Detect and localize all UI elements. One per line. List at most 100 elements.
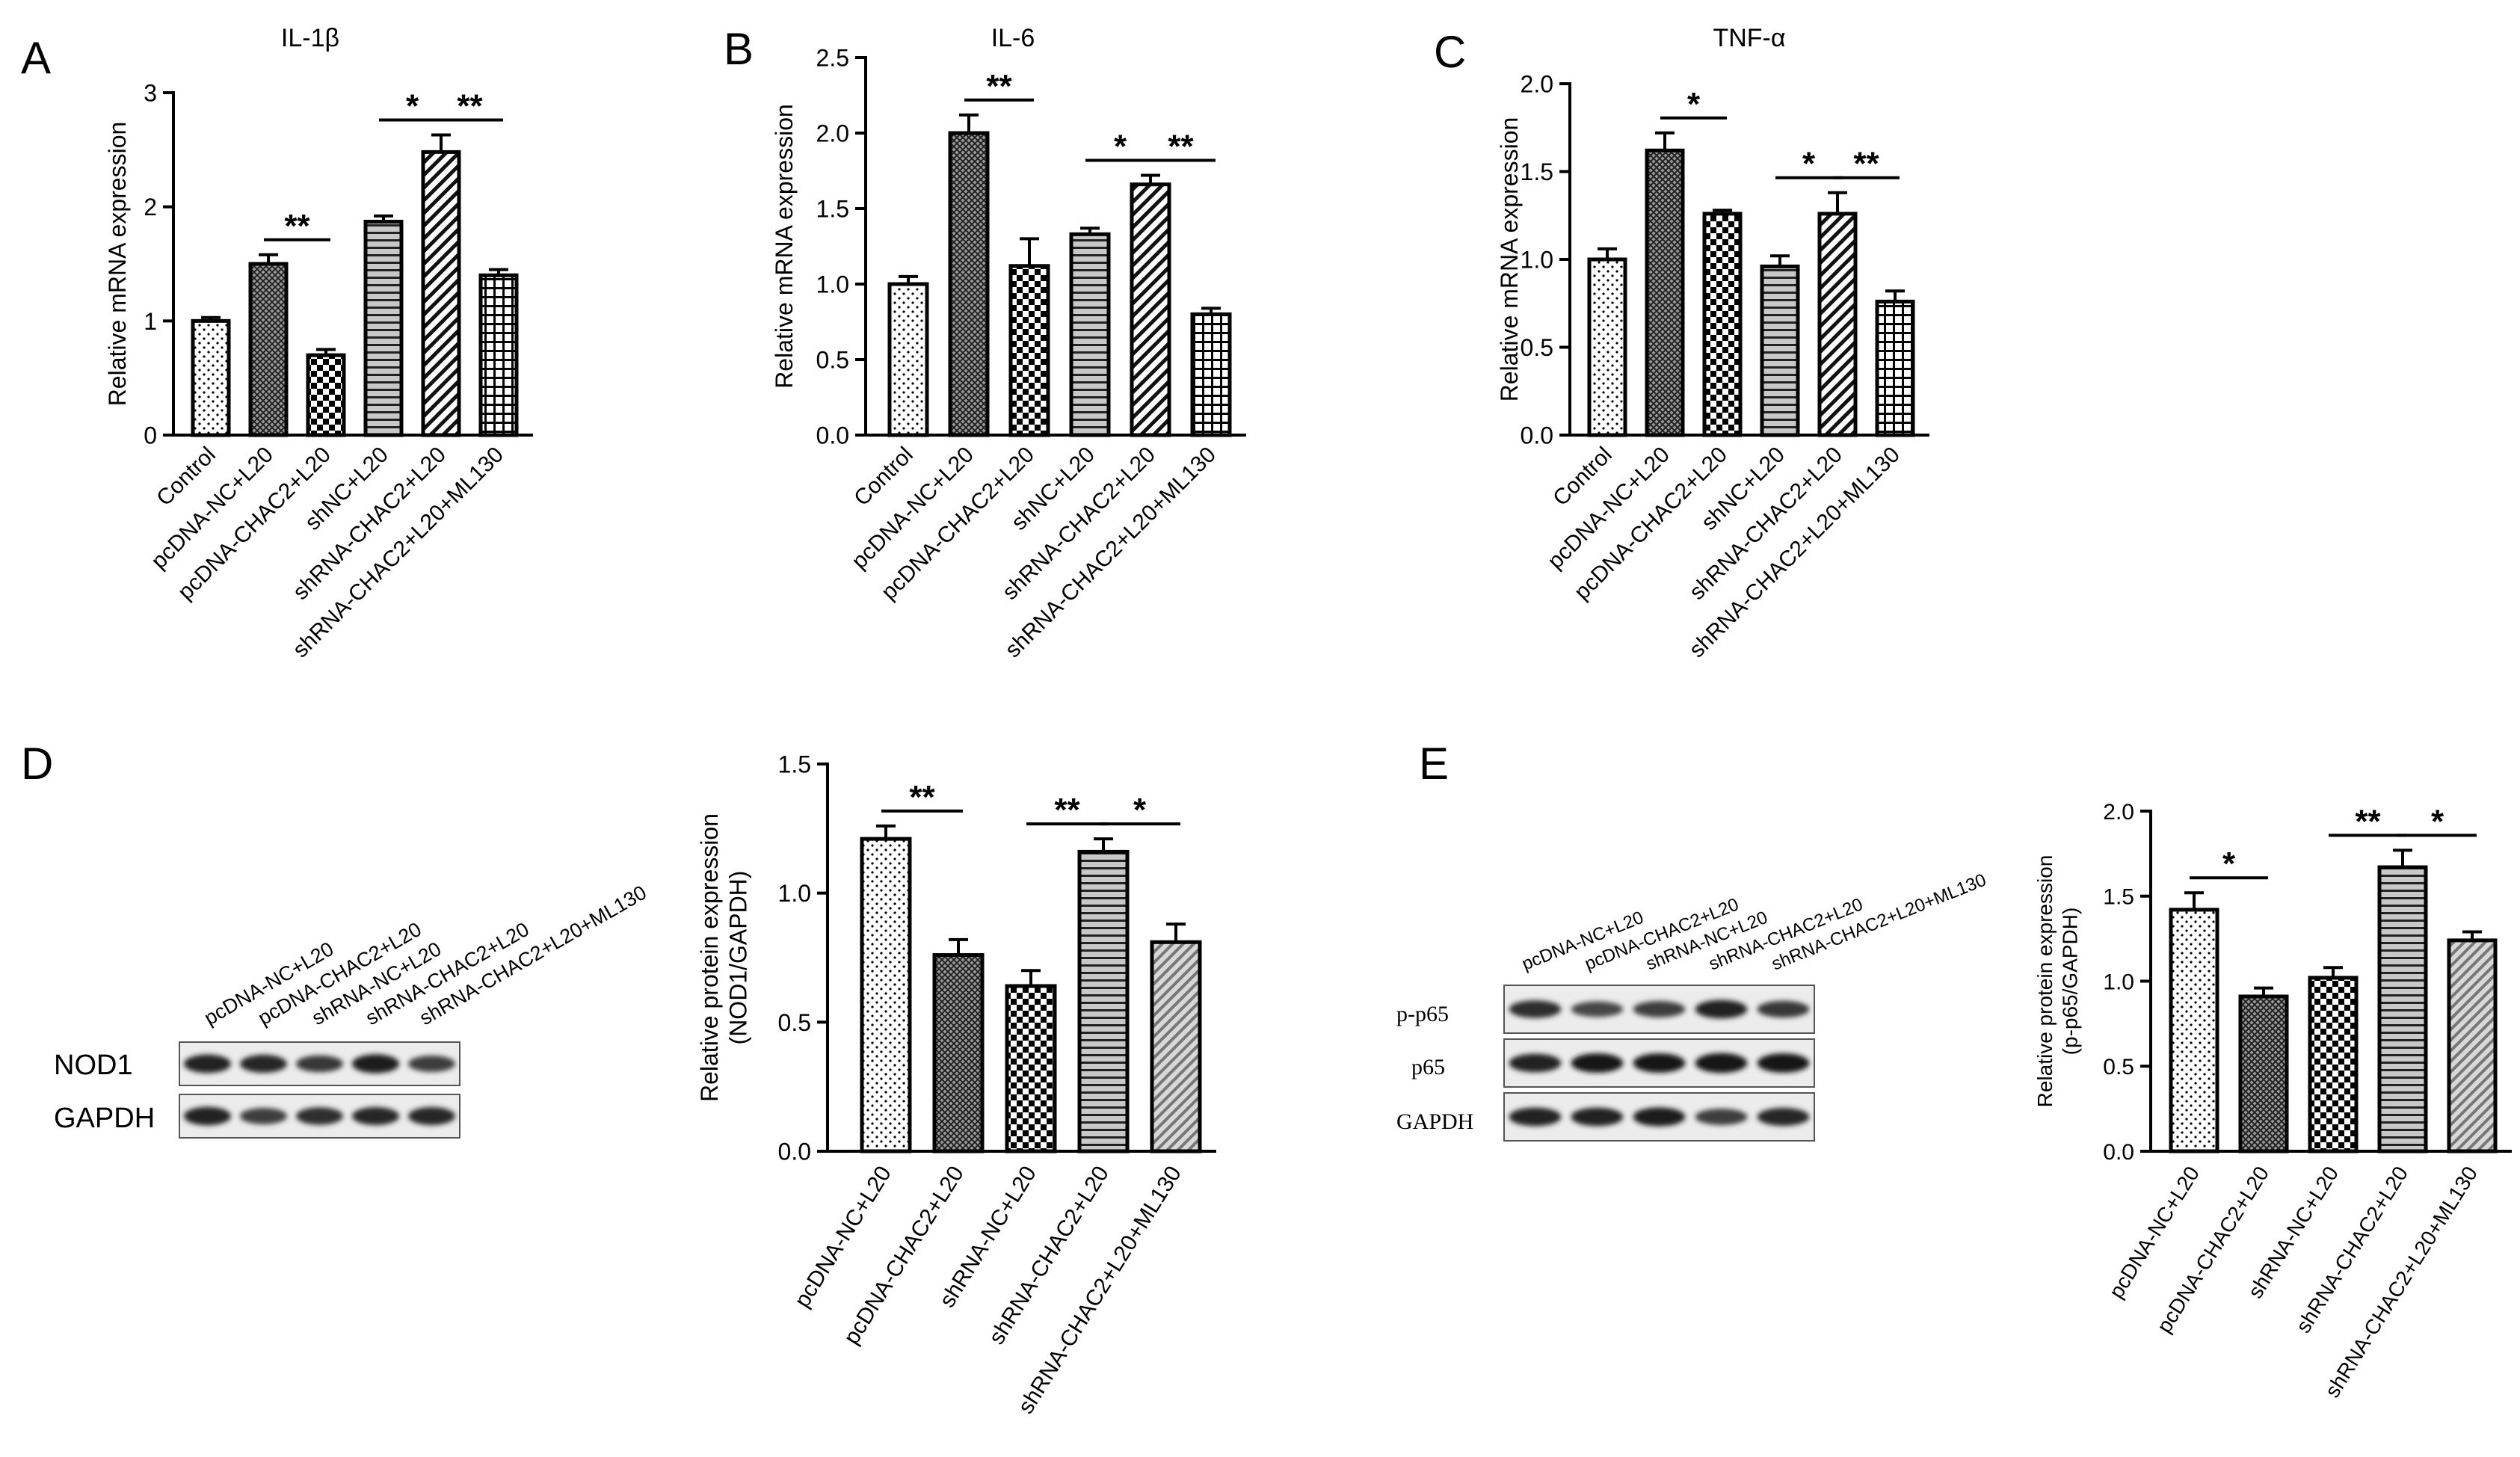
blot-band bbox=[352, 1054, 399, 1074]
blot-band bbox=[1571, 1001, 1624, 1017]
significance-label: ** bbox=[986, 68, 1012, 105]
bar bbox=[1587, 257, 1627, 437]
bar bbox=[363, 220, 404, 437]
x-tick-label: shRNA-CHAC2+L20+ML130 bbox=[288, 443, 508, 663]
western-blot-d: pcDNA-NC+L20 pcDNA-CHAC2+L20 shRNA-NC+L2… bbox=[54, 881, 650, 1139]
blot-row-label-gapdh: GAPDH bbox=[54, 1103, 155, 1134]
y-axis-label: Relative mRNA expression bbox=[104, 122, 131, 407]
blot-band bbox=[1695, 999, 1748, 1019]
y-tick-label: 1.5 bbox=[816, 196, 849, 223]
blot-band bbox=[1633, 1107, 1686, 1127]
y-tick-label: 0 bbox=[144, 422, 157, 449]
y-axis-label-sub: (p-p65/GAPDH) bbox=[2059, 908, 2082, 1056]
panel-letter-e: E bbox=[1419, 739, 1449, 789]
il6-bar-chart: IL-6 0.0 0.5 1.0 1.5 2.0 2.5 Relative mRNA expr… bbox=[771, 24, 1246, 662]
blot-band bbox=[352, 1106, 399, 1126]
significance-label: * bbox=[1114, 129, 1127, 165]
blot-band bbox=[184, 1106, 231, 1126]
y-tick-label: 0.5 bbox=[1521, 334, 1553, 361]
y-tick-label: 1.0 bbox=[816, 271, 849, 298]
blot-band bbox=[1509, 1000, 1562, 1018]
significance-label: ** bbox=[1168, 129, 1194, 165]
y-axis-label: Relative protein expression bbox=[2033, 855, 2057, 1108]
panel-letter-d: D bbox=[21, 739, 53, 789]
chart-title: TNF-α bbox=[1713, 24, 1785, 52]
blot-band bbox=[1757, 1053, 1810, 1073]
blot-band bbox=[296, 1055, 343, 1073]
panel-letter-c: C bbox=[1434, 27, 1466, 77]
blot-band bbox=[184, 1054, 231, 1074]
bar bbox=[1150, 940, 1202, 1153]
blot-band bbox=[1757, 1107, 1810, 1127]
significance-label: * bbox=[406, 87, 419, 124]
y-axis-label: Relative mRNA expression bbox=[1496, 117, 1523, 402]
y-axis-label-sub: (NOD1/GAPDH) bbox=[724, 871, 751, 1045]
significance-label: ** bbox=[2355, 803, 2381, 840]
significance-label: ** bbox=[284, 208, 310, 244]
y-tick-label: 0.5 bbox=[2103, 1055, 2134, 1079]
blot-row-label-gapdh: GAPDH bbox=[1396, 1109, 1473, 1134]
bar bbox=[1077, 849, 1130, 1153]
significance-label: ** bbox=[1054, 792, 1080, 828]
bar bbox=[2238, 994, 2289, 1153]
x-tick-label: shRNA-CHAC2+L20+ML130 bbox=[1684, 443, 1905, 663]
bar bbox=[1190, 312, 1232, 437]
y-tick-label: 1.0 bbox=[778, 880, 811, 907]
blot-band bbox=[1695, 1053, 1748, 1074]
blot-band bbox=[1509, 1053, 1562, 1073]
blot-band bbox=[1633, 1053, 1686, 1073]
y-tick-label: 1.5 bbox=[1521, 158, 1553, 185]
blot-band bbox=[1571, 1107, 1624, 1127]
bar bbox=[1702, 212, 1743, 437]
bar bbox=[248, 262, 289, 437]
blot-band bbox=[1571, 1053, 1624, 1073]
significance-label: ** bbox=[909, 779, 935, 816]
y-tick-label: 2.0 bbox=[1521, 71, 1553, 98]
y-tick-label: 0.5 bbox=[816, 347, 849, 374]
blot-band bbox=[240, 1108, 287, 1124]
blot-row-label-p65: p65 bbox=[1411, 1055, 1445, 1079]
bar bbox=[1130, 182, 1171, 437]
y-tick-label: 3 bbox=[144, 80, 157, 107]
y-tick-label: 1 bbox=[144, 308, 157, 335]
bar bbox=[1008, 264, 1050, 437]
p-p65-protein-bar-chart: 0.0 0.5 1.0 1.5 2.0 Relative protein expressi… bbox=[2033, 800, 2512, 1402]
significance-label: * bbox=[1802, 146, 1816, 182]
significance-label: ** bbox=[457, 87, 483, 124]
bar bbox=[1817, 212, 1858, 437]
bar bbox=[306, 353, 346, 437]
bar bbox=[421, 150, 461, 437]
bar bbox=[887, 282, 929, 437]
y-tick-label: 1.0 bbox=[2103, 970, 2134, 994]
chart-title: IL-1β bbox=[281, 24, 339, 52]
panel-letter-b: B bbox=[724, 24, 754, 74]
blot-band bbox=[296, 1107, 343, 1125]
blot-row-label-nod1: NOD1 bbox=[54, 1050, 133, 1081]
y-tick-label: 2.0 bbox=[816, 120, 849, 147]
y-tick-label: 0.0 bbox=[816, 422, 849, 449]
significance-label: * bbox=[1133, 792, 1147, 828]
bar bbox=[860, 837, 912, 1153]
blot-band bbox=[1695, 1109, 1748, 1125]
bar bbox=[1875, 299, 1915, 437]
bar bbox=[2377, 865, 2428, 1153]
bar bbox=[1760, 264, 1800, 437]
blot-band bbox=[408, 1106, 455, 1126]
significance-label: * bbox=[2431, 803, 2444, 840]
y-axis-label: Relative mRNA expression bbox=[771, 104, 798, 389]
bar bbox=[478, 273, 519, 437]
blot-band bbox=[408, 1056, 455, 1072]
western-blot-e: pcDNA-NC+L20 pcDNA-CHAC2+L20 shRNA-NC+L2… bbox=[1396, 870, 1989, 1142]
significance-label: * bbox=[2222, 845, 2236, 882]
bar bbox=[191, 318, 231, 437]
blot-band bbox=[1757, 1000, 1810, 1018]
significance-label: * bbox=[1687, 86, 1701, 123]
blot-band bbox=[240, 1054, 287, 1074]
y-tick-label: 2.5 bbox=[816, 45, 849, 72]
y-tick-label: 0.0 bbox=[778, 1139, 811, 1165]
panel-letter-a: A bbox=[21, 33, 51, 83]
y-tick-label: 1.0 bbox=[1521, 247, 1553, 274]
y-axis-label: Relative protein expression bbox=[696, 813, 723, 1102]
